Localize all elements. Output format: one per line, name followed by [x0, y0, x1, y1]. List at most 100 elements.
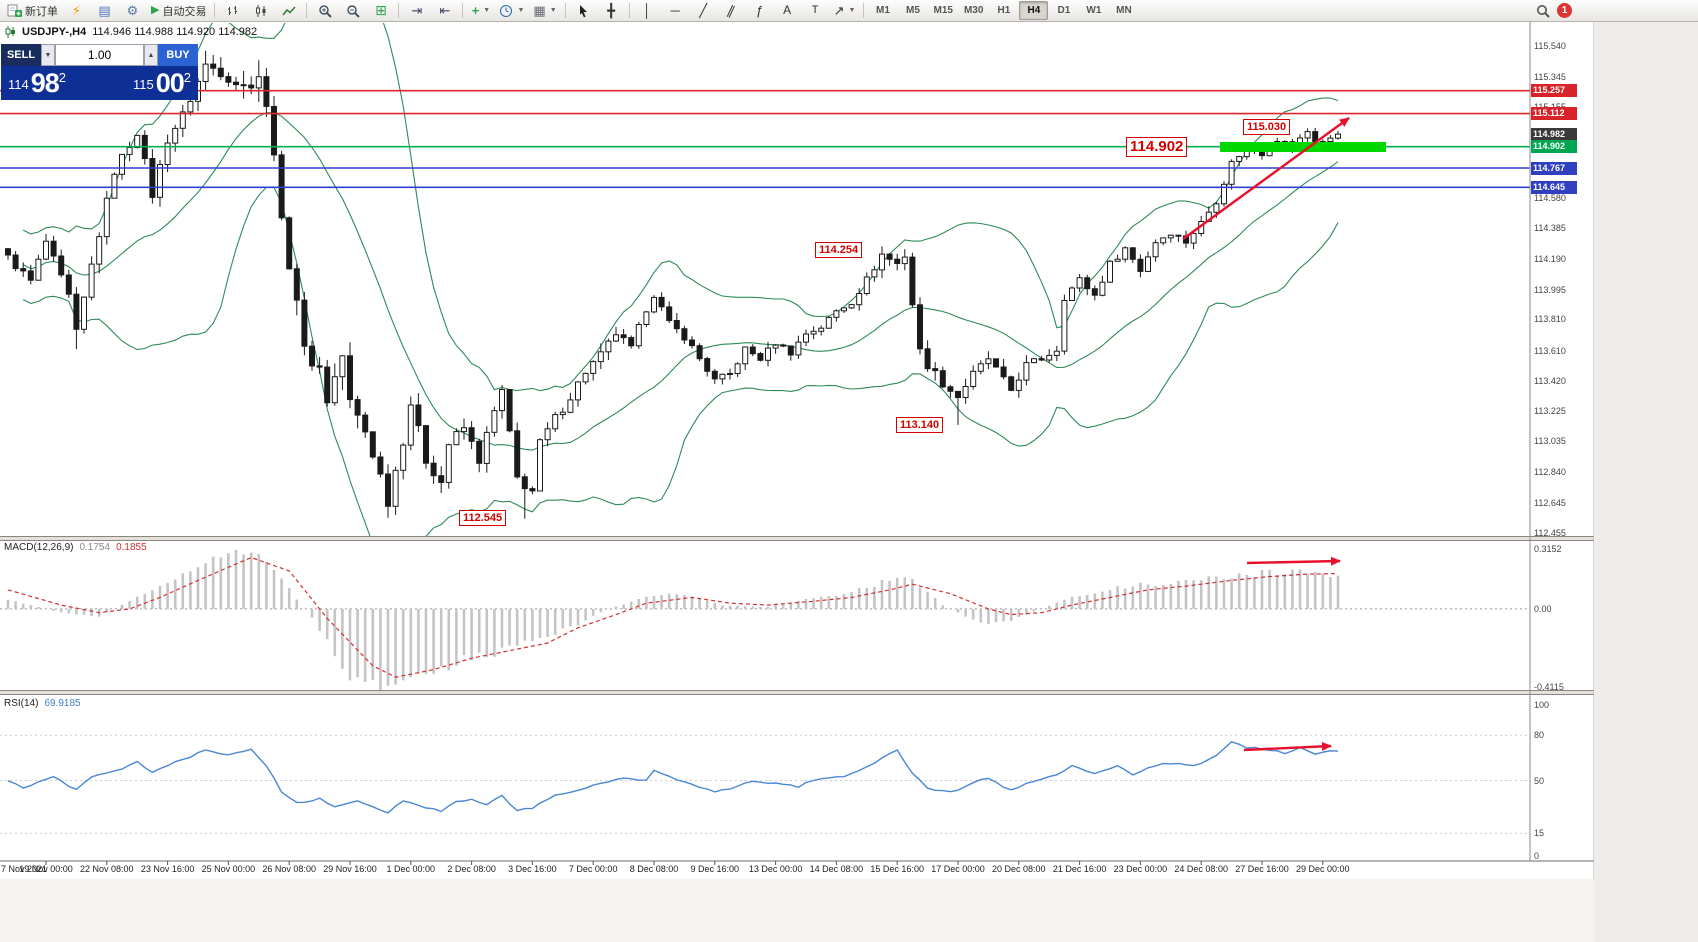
timeframe-m30[interactable]: M30: [963, 5, 984, 16]
bottom-strip: [0, 879, 1594, 942]
time-label: 20 Dec 08:00: [992, 864, 1046, 874]
ask-price: 115 00 2: [133, 69, 191, 97]
cursor-button[interactable]: [570, 0, 597, 21]
line-chart-button[interactable]: [275, 0, 302, 21]
price-axis[interactable]: 115.540 115.345 115.155 114.580 114.385 114.1…: [1531, 0, 1593, 942]
indicators-button[interactable]: + ▼: [467, 0, 494, 21]
zoom-in-button[interactable]: [311, 0, 338, 21]
price-tick: 113.810: [1534, 314, 1566, 325]
price-annotation[interactable]: 112.545: [459, 510, 507, 526]
rsi-name: RSI(14): [4, 698, 39, 709]
macd-indicator-label: MACD(12,26,9) 0.1754 0.1855: [4, 542, 147, 553]
chevron-down-icon: ▼: [848, 7, 856, 14]
time-label: 26 Nov 08:00: [262, 864, 316, 874]
bar-chart-button[interactable]: [219, 0, 246, 21]
chart-shift-button[interactable]: ⇤: [431, 0, 458, 21]
horizontal-line-icon: ─: [670, 3, 680, 18]
shapes-tool[interactable]: ↗ ▼: [830, 0, 860, 21]
timeframe-m15[interactable]: M15: [933, 5, 953, 16]
time-label: 14 Dec 08:00: [809, 864, 864, 874]
candlestick-chart-icon: [255, 4, 266, 17]
ask-pips: 00: [155, 68, 185, 98]
tile-windows-icon: ⊞: [375, 2, 387, 18]
volume-decrease-button[interactable]: ▼: [41, 44, 55, 66]
crosshair-button[interactable]: ╋: [598, 0, 625, 21]
arrow-shape-icon: ↗: [833, 3, 845, 18]
vertical-line-icon: │: [643, 3, 652, 18]
timeframe-h4[interactable]: H4: [1019, 1, 1049, 20]
price-annotation[interactable]: 114.254: [815, 242, 863, 258]
buy-button[interactable]: BUY: [158, 44, 198, 66]
time-label: 8 Dec 08:00: [629, 864, 679, 874]
price-annotation[interactable]: 115.030: [1243, 119, 1291, 135]
time-label: 1 Dec 00:00: [386, 864, 436, 874]
text-tool[interactable]: A: [774, 0, 801, 21]
search-icon: [1536, 4, 1550, 18]
clock-icon: [500, 4, 513, 17]
timeframe-d1[interactable]: D1: [1057, 5, 1071, 16]
rsi-value: 69.9185: [44, 698, 81, 709]
settings-button[interactable]: ⚙: [119, 0, 146, 21]
fibonacci-tool[interactable]: ƒ: [746, 0, 773, 21]
rsi-tick: 100: [1534, 700, 1550, 710]
notification-badge[interactable]: 1: [1557, 3, 1572, 18]
time-label: 29 Dec 00:00: [1296, 864, 1350, 874]
time-label: 17 Dec 00:00: [931, 864, 985, 874]
market-watch-button[interactable]: ▤: [91, 0, 118, 21]
timeframe-mn[interactable]: MN: [1116, 5, 1132, 16]
label-tool[interactable]: T: [802, 0, 829, 21]
toolbar-separator: [564, 3, 566, 18]
lightning-icon: ⚡: [71, 3, 82, 18]
chevron-down-icon: ▼: [483, 7, 491, 14]
price-annotation[interactable]: 114.902: [1126, 137, 1188, 157]
chart-canvas[interactable]: [0, 22, 1530, 860]
auto-scroll-button[interactable]: ⇥: [403, 0, 430, 21]
price-tick: 114.580: [1534, 192, 1566, 203]
crosshair-icon: ╋: [607, 3, 616, 18]
timeframe-m5[interactable]: M5: [906, 5, 920, 16]
gear-icon: ⚙: [126, 3, 139, 18]
toolbar-separator: [628, 3, 630, 18]
market-watch-icon: ▤: [98, 3, 111, 18]
time-label: 7 Dec 00:00: [568, 864, 618, 874]
volume-increase-button[interactable]: ▲: [144, 44, 158, 66]
macd-tick: 0.3152: [1534, 544, 1562, 554]
price-tick: 115.540: [1534, 41, 1566, 51]
timeframe-h1[interactable]: H1: [997, 5, 1011, 16]
time-label: 23 Dec 00:00: [1113, 864, 1168, 874]
price-annotation[interactable]: 113.140: [896, 417, 944, 433]
horizontal-line-tool[interactable]: ─: [662, 0, 689, 21]
vertical-line-tool[interactable]: │: [634, 0, 661, 21]
toolbar-separator: [214, 3, 216, 18]
time-axis[interactable]: 7 Nov 2021 19 Nov 00:00 22 Nov 08:00 23 Nov…: [0, 862, 1530, 878]
volume-input[interactable]: [55, 44, 144, 66]
time-label: 9 Dec 16:00: [690, 864, 740, 874]
price-tag: 114.645: [1531, 180, 1577, 194]
zoom-out-button[interactable]: [339, 0, 366, 21]
right-gutter: [1594, 22, 1698, 942]
toolbar-separator: [462, 3, 464, 18]
zoom-out-icon: [347, 4, 360, 18]
periods-button[interactable]: ▼: [495, 0, 528, 21]
lightning-button[interactable]: ⚡: [63, 0, 90, 21]
bid-main: 114: [8, 77, 29, 92]
main-toolbar: 新订单 ⚡ ▤ ⚙ ▶ 自动交易 ⊞ ⇥ ⇤ + ▼: [0, 0, 1698, 22]
algo-trading-button[interactable]: ▶ 自动交易: [147, 0, 210, 21]
tile-windows-button[interactable]: ⊞: [367, 0, 394, 21]
price-tick: 115.155: [1534, 102, 1566, 112]
macd-main-value: 0.1754: [79, 542, 111, 553]
time-label: 23 Nov 16:00: [140, 864, 195, 874]
candlestick-chart-button[interactable]: [247, 0, 274, 21]
sell-button[interactable]: SELL: [1, 44, 41, 66]
bar-chart-icon: [227, 5, 237, 15]
trendline-tool[interactable]: ╱: [690, 0, 717, 21]
timeframe-w1[interactable]: W1: [1086, 5, 1102, 16]
new-order-button[interactable]: 新订单: [3, 0, 62, 21]
channel-tool[interactable]: ∥: [718, 0, 745, 21]
time-label: 15 Dec 16:00: [870, 864, 924, 874]
timeframe-m1[interactable]: M1: [876, 5, 890, 16]
price-tag: 114.982: [1531, 127, 1577, 141]
time-label: 13 Dec 00:00: [748, 864, 803, 874]
templates-button[interactable]: ▦ ▼: [529, 0, 560, 21]
search-button[interactable]: [1529, 0, 1556, 21]
